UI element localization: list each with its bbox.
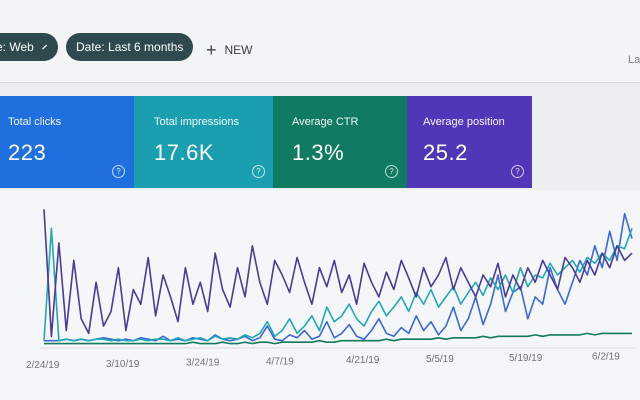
- metric-card-average-ctr[interactable]: Average CTR 1.3% ?: [273, 96, 407, 188]
- help-icon[interactable]: ?: [511, 165, 524, 178]
- help-icon[interactable]: ?: [112, 165, 125, 178]
- series-line-total-impressions: [43, 227, 633, 342]
- series-line-average-ctr: [44, 332, 632, 345]
- new-button-label: NEW: [224, 43, 253, 57]
- metric-card-average-position[interactable]: Average position 25.2 ?: [407, 96, 532, 188]
- x-tick-label: 2/24/19: [26, 360, 60, 371]
- series-line-average-position: [43, 209, 633, 338]
- metric-value: 17.6K: [154, 140, 214, 165]
- metric-label: Total clicks: [8, 116, 62, 128]
- new-filter-button[interactable]: + NEW: [206, 40, 253, 60]
- x-tick-label: 4/21/19: [346, 355, 380, 366]
- metric-label: Average CTR: [292, 116, 359, 128]
- toolbar: e: Web Date: Last 6 months + NEW La: [0, 0, 640, 83]
- metric-cards: Total clicks 223 ? Total impressions 17.…: [0, 96, 532, 188]
- series-line-total-clicks: [44, 212, 633, 342]
- x-tick-label: 4/7/19: [266, 356, 294, 367]
- x-tick-label: 6/2/19: [592, 352, 620, 363]
- x-tick-label: 3/10/19: [106, 359, 140, 370]
- search-type-chip-label: e: Web: [0, 40, 34, 54]
- performance-line-chart: 2/24/19 3/10/19 3/24/19 4/7/19 4/21/19 5/5/19…: [26, 209, 636, 371]
- search-type-filter-chip[interactable]: e: Web: [0, 33, 58, 61]
- metric-value: 223: [8, 140, 47, 165]
- x-tick-label: 5/19/19: [509, 353, 543, 364]
- date-chip-label: Date: Last 6 months: [76, 40, 184, 54]
- help-icon[interactable]: ?: [385, 165, 398, 178]
- metric-label: Average position: [423, 116, 505, 128]
- metric-card-total-clicks[interactable]: Total clicks 223 ?: [0, 96, 134, 188]
- metric-card-total-impressions[interactable]: Total impressions 17.6K ?: [134, 96, 273, 188]
- metric-value: 25.2: [423, 140, 468, 165]
- performance-chart: 2/24/19 3/10/19 3/24/19 4/7/19 4/21/19 5/5/19…: [0, 190, 640, 400]
- x-tick-label: 3/24/19: [186, 358, 220, 369]
- edit-pencil-icon: [42, 44, 47, 50]
- last-updated-label: La: [628, 54, 640, 66]
- help-icon[interactable]: ?: [252, 165, 265, 178]
- metric-value: 1.3%: [292, 140, 345, 165]
- plus-icon: +: [206, 40, 217, 60]
- metric-label: Total impressions: [154, 116, 239, 128]
- date-filter-chip[interactable]: Date: Last 6 months: [66, 33, 193, 61]
- x-tick-label: 5/5/19: [426, 354, 454, 365]
